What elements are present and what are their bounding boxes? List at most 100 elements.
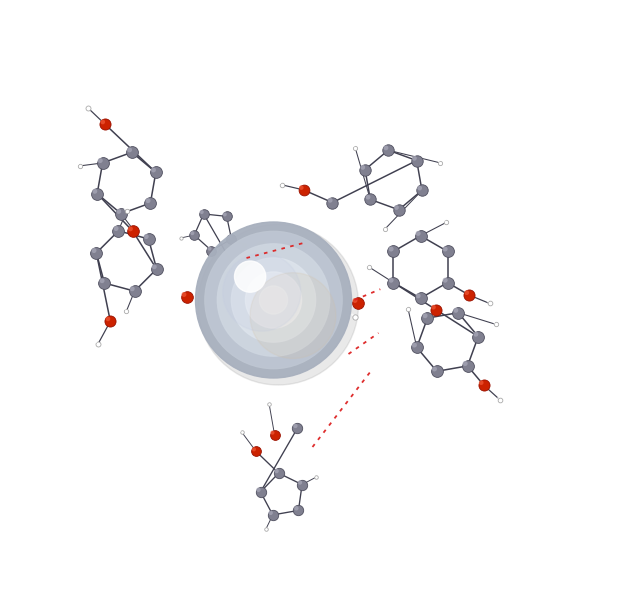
Point (207, 246, 217, 256)
Point (188, 229, 197, 238)
Point (413, 229, 423, 238)
Point (129, 226, 139, 235)
Point (126, 224, 136, 233)
Circle shape (196, 222, 352, 378)
Point (415, 293, 425, 303)
Point (443, 278, 452, 287)
Point (417, 185, 427, 195)
Point (116, 209, 126, 218)
Point (143, 196, 153, 205)
Point (145, 198, 155, 208)
Point (293, 423, 303, 433)
Point (409, 154, 419, 163)
Point (95, 156, 105, 166)
Point (73, 160, 83, 169)
Point (144, 234, 154, 244)
Point (386, 275, 396, 285)
Point (402, 302, 412, 312)
Point (474, 332, 483, 341)
Point (493, 393, 503, 403)
Point (103, 314, 113, 323)
Point (325, 196, 335, 205)
Point (297, 183, 306, 193)
Point (243, 287, 253, 296)
Point (237, 428, 247, 437)
Point (440, 244, 450, 254)
Point (451, 305, 461, 315)
Point (128, 227, 138, 236)
Point (495, 395, 505, 404)
Point (389, 278, 399, 287)
Circle shape (235, 261, 266, 292)
Point (152, 264, 162, 274)
Point (233, 269, 243, 278)
Point (98, 117, 108, 127)
Point (222, 212, 232, 221)
Point (181, 292, 191, 302)
Point (290, 421, 300, 431)
Point (485, 299, 495, 308)
Point (383, 145, 393, 155)
Point (464, 290, 474, 300)
Point (98, 158, 108, 168)
Point (93, 339, 103, 349)
Point (82, 103, 92, 112)
Point (199, 209, 209, 219)
Point (275, 178, 285, 188)
Point (360, 165, 370, 175)
Point (365, 194, 375, 204)
Point (462, 288, 472, 298)
Point (225, 232, 235, 242)
Point (227, 234, 236, 244)
Point (239, 240, 249, 250)
Point (257, 241, 267, 251)
Circle shape (205, 232, 342, 368)
Point (236, 426, 246, 436)
Point (262, 397, 272, 407)
Circle shape (223, 253, 301, 331)
Point (204, 244, 214, 253)
Point (389, 247, 399, 256)
Point (264, 399, 274, 409)
Point (267, 428, 277, 437)
Point (113, 226, 123, 236)
Point (350, 312, 360, 322)
Point (259, 523, 269, 532)
Point (90, 187, 100, 196)
Point (128, 284, 137, 293)
Point (245, 288, 254, 298)
Point (412, 343, 422, 352)
Point (489, 318, 499, 328)
Point (251, 446, 261, 456)
Point (256, 487, 266, 497)
Point (231, 267, 241, 277)
Point (124, 145, 134, 155)
Point (431, 305, 441, 314)
Point (428, 302, 438, 312)
Point (111, 224, 121, 233)
Point (434, 157, 444, 166)
Point (363, 193, 373, 202)
Point (92, 248, 102, 258)
Point (436, 158, 446, 168)
Point (295, 478, 305, 487)
Point (311, 473, 321, 482)
Point (378, 223, 388, 232)
Point (347, 310, 357, 320)
Point (299, 185, 309, 195)
Point (274, 469, 284, 478)
Point (297, 480, 307, 490)
Point (97, 276, 107, 286)
Point (381, 143, 391, 152)
Point (266, 508, 275, 518)
Point (272, 466, 282, 476)
Point (413, 291, 423, 301)
Point (105, 316, 115, 326)
Point (151, 167, 161, 177)
Point (362, 260, 372, 270)
Point (89, 246, 99, 256)
Point (253, 485, 263, 494)
Point (238, 239, 248, 248)
Point (394, 205, 404, 215)
Circle shape (245, 272, 301, 328)
